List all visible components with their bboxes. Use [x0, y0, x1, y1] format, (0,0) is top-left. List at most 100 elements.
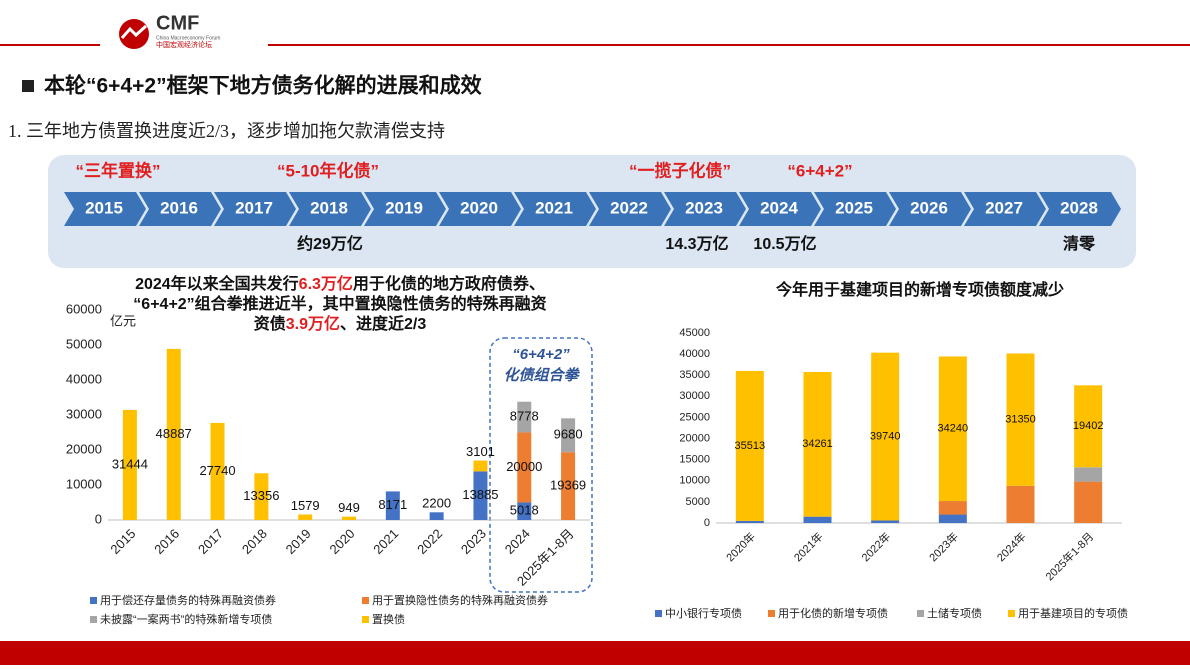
legend-label: 用于化债的新增专项债 — [778, 606, 888, 620]
bar-segment — [735, 370, 764, 521]
timeline-year: 2016 — [160, 198, 198, 217]
y-tick-label: 10000 — [679, 475, 710, 487]
value-label: 27740 — [199, 463, 235, 478]
timeline-note: 14.3万亿 — [665, 234, 728, 253]
logo-cn: 中国宏观经济论坛 — [156, 40, 212, 49]
footer-band — [0, 641, 1190, 665]
bar-segment — [561, 418, 576, 453]
x-tick-label: 2017 — [195, 526, 226, 557]
value-label: 13885 — [462, 487, 498, 502]
bullet — [22, 80, 34, 92]
timeline-chevron — [364, 192, 446, 226]
bar-segment — [938, 514, 967, 523]
subtitle: 1. 三年地方债置换进度近2/3，逐步增加拖欠款清偿支持 — [8, 121, 445, 141]
bar-segment — [517, 502, 532, 520]
x-tick-label: 2021年 — [791, 529, 826, 564]
value-label: 13356 — [243, 488, 279, 503]
legend-label: 用于置换隐性债务的特殊再融资债券 — [372, 593, 548, 607]
value-label: 1579 — [291, 498, 320, 513]
timeline-chevron — [289, 192, 371, 226]
timeline-label: “三年置换” — [76, 160, 161, 180]
bar-segment — [122, 409, 137, 520]
timeline-label: “一揽子化债” — [629, 160, 731, 180]
x-tick-label: 2015 — [107, 526, 138, 557]
timeline-chevron — [964, 192, 1046, 226]
bar-segment — [561, 452, 576, 520]
bar-segment — [735, 520, 764, 523]
y-tick-label: 40000 — [679, 348, 710, 360]
value-label: 39740 — [870, 430, 901, 442]
x-tick-label: 2019 — [283, 526, 314, 557]
timeline-chevron — [664, 192, 746, 226]
timeline-chevron — [814, 192, 896, 226]
x-tick-label: 2022年 — [858, 529, 893, 564]
value-label: 949 — [338, 500, 360, 515]
title-segment: 资债 — [254, 314, 286, 333]
timeline-note: 清零 — [1063, 235, 1096, 253]
bar-segment — [803, 516, 832, 523]
timeline-year: 2026 — [910, 198, 948, 217]
timeline-year: 2018 — [310, 198, 348, 217]
bar-segment — [871, 352, 900, 521]
highlight-box — [489, 337, 593, 593]
x-tick-label: 2023年 — [926, 529, 961, 564]
timeline-year: 2024 — [760, 198, 798, 217]
legend-swatch — [362, 616, 369, 623]
value-label: 19402 — [1073, 420, 1104, 432]
y-tick-label: 15000 — [679, 454, 710, 466]
legend-label: 用于基建项目的专项债 — [1018, 606, 1128, 620]
value-label: 2200 — [422, 496, 451, 511]
bar-segment — [517, 401, 532, 433]
legend-swatch — [90, 597, 97, 604]
timeline-year: 2015 — [85, 198, 123, 217]
annotation: 化债组合拳 — [503, 366, 580, 384]
bar-segment — [385, 491, 400, 520]
timeline-year: 2017 — [235, 198, 273, 217]
value-label: 31444 — [112, 456, 148, 471]
value-label: 5018 — [510, 503, 539, 518]
y-tick-label: 30000 — [66, 406, 102, 421]
section-title: 本轮“6+4+2”框架下地方债务化解的进展和成效 — [44, 74, 482, 98]
timeline-year: 2028 — [1060, 198, 1098, 217]
x-tick-label: 2016 — [151, 526, 182, 557]
timeline-label: “5-10年化债” — [277, 160, 379, 180]
timeline-year: 2019 — [385, 198, 423, 217]
timeline-chevron — [139, 192, 221, 226]
value-label: 8778 — [510, 409, 539, 424]
bar-segment — [1074, 467, 1103, 482]
title-segment: 2024年以来全国共发行 — [135, 274, 299, 293]
y-tick-label: 50000 — [66, 336, 102, 351]
x-tick-label: 2024年 — [994, 529, 1029, 564]
chart-title: 今年用于基建项目的新增专项债额度减少 — [775, 280, 1064, 299]
value-label: 34261 — [802, 438, 833, 450]
x-tick-label: 2020 — [326, 526, 357, 557]
value-label: 20000 — [506, 459, 542, 474]
timeline-chevron — [739, 192, 821, 226]
bar-segment — [517, 432, 532, 503]
value-label: 48887 — [156, 426, 192, 441]
title-segment: “6+4+2”组合拳推进近半，其中置换隐性债务的特殊再融资 — [133, 294, 546, 313]
legend-swatch — [1008, 610, 1015, 617]
bar-segment — [429, 512, 444, 520]
legend-swatch — [90, 616, 97, 623]
timeline-chevron — [439, 192, 521, 226]
timeline-label: “6+4+2” — [787, 161, 852, 180]
legend-swatch — [362, 597, 369, 604]
legend-label: 置换债 — [372, 612, 405, 626]
x-tick-label: 2024 — [502, 526, 533, 557]
timeline-chevron — [1039, 192, 1121, 226]
bar-segment — [342, 516, 356, 520]
timeline-chevron — [889, 192, 971, 226]
value-label: 35513 — [735, 440, 766, 452]
timeline-note: 约29万亿 — [297, 234, 363, 253]
chart-title: 资债3.9万亿、进度近2/3 — [254, 314, 427, 333]
bar-segment — [254, 473, 269, 520]
logo: CMF — [156, 12, 199, 34]
x-tick-label: 2023 — [458, 526, 489, 557]
y-tick-label: 0 — [704, 517, 710, 529]
value-label: 34240 — [938, 423, 969, 435]
legend-label: 用于偿还存量债务的特殊再融资债券 — [100, 593, 276, 607]
x-tick-label: 2021 — [370, 526, 401, 557]
logo-mark — [120, 24, 148, 39]
